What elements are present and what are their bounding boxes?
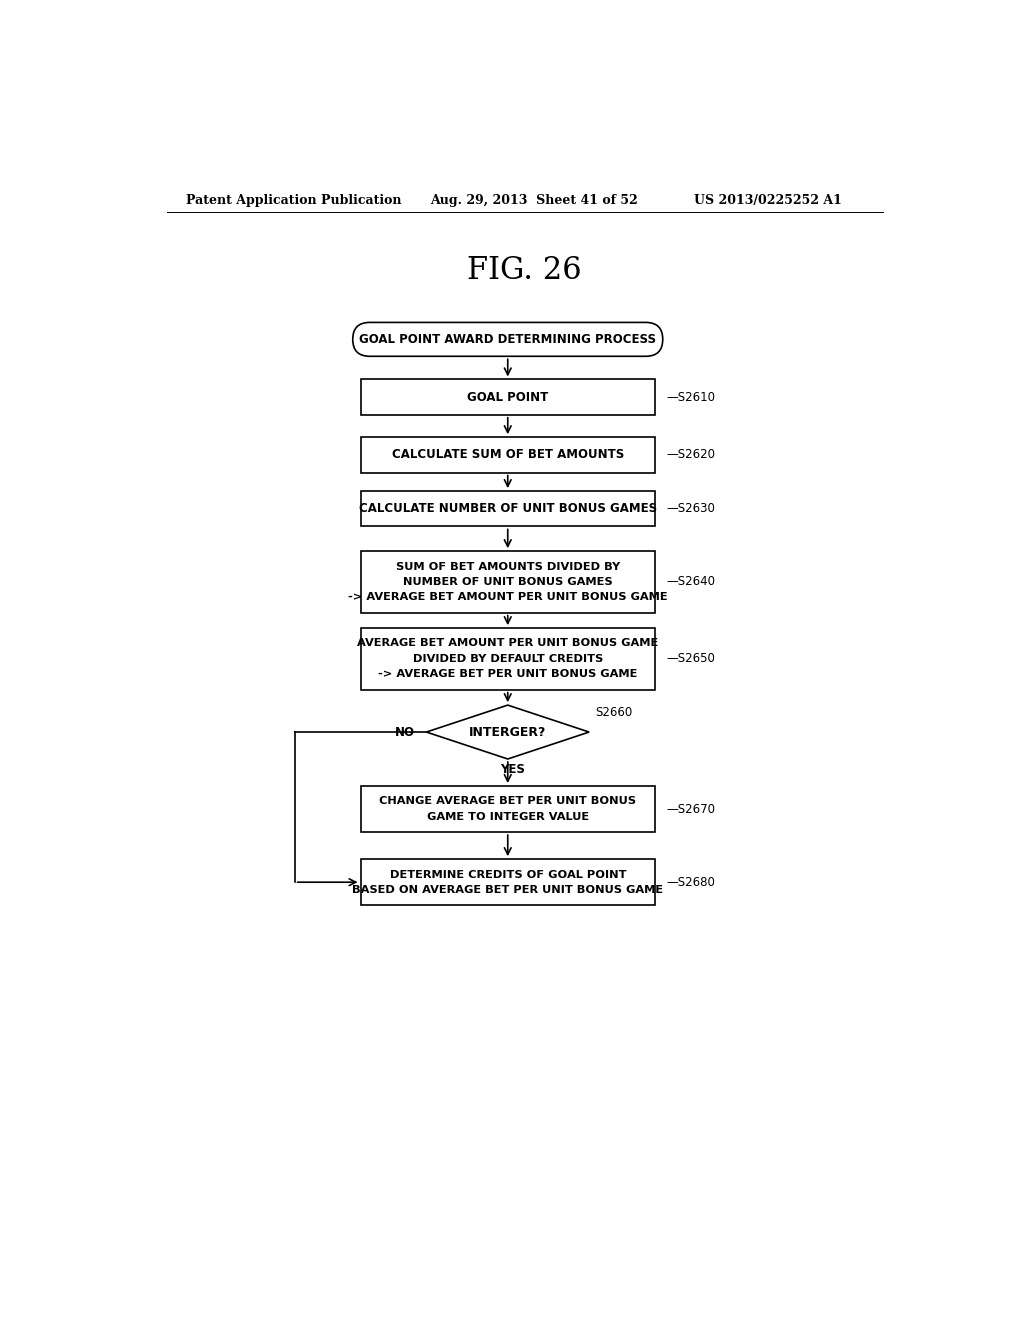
Text: INTERGER?: INTERGER? <box>469 726 547 739</box>
Bar <box>360 628 655 689</box>
Text: CALCULATE SUM OF BET AMOUNTS: CALCULATE SUM OF BET AMOUNTS <box>391 449 624 462</box>
Polygon shape <box>426 705 589 759</box>
Text: US 2013/0225252 A1: US 2013/0225252 A1 <box>693 194 842 207</box>
Text: GAME TO INTEGER VALUE: GAME TO INTEGER VALUE <box>427 812 589 822</box>
Text: —S2680: —S2680 <box>667 875 716 888</box>
Text: YES: YES <box>500 763 525 776</box>
Text: —S2670: —S2670 <box>667 803 716 816</box>
Text: GOAL POINT: GOAL POINT <box>467 391 549 404</box>
Text: DETERMINE CREDITS OF GOAL POINT: DETERMINE CREDITS OF GOAL POINT <box>389 870 626 879</box>
Text: AVERAGE BET AMOUNT PER UNIT BONUS GAME: AVERAGE BET AMOUNT PER UNIT BONUS GAME <box>357 639 658 648</box>
Bar <box>360 491 655 527</box>
Text: Aug. 29, 2013  Sheet 41 of 52: Aug. 29, 2013 Sheet 41 of 52 <box>430 194 638 207</box>
Text: S2660: S2660 <box>595 706 633 719</box>
Text: —S2630: —S2630 <box>667 502 716 515</box>
Text: —S2640: —S2640 <box>667 576 716 589</box>
Text: DIVIDED BY DEFAULT CREDITS: DIVIDED BY DEFAULT CREDITS <box>413 653 603 664</box>
Text: —S2620: —S2620 <box>667 449 716 462</box>
Text: NUMBER OF UNIT BONUS GAMES: NUMBER OF UNIT BONUS GAMES <box>402 577 612 587</box>
Text: -> AVERAGE BET PER UNIT BONUS GAME: -> AVERAGE BET PER UNIT BONUS GAME <box>378 669 637 680</box>
Text: BASED ON AVERAGE BET PER UNIT BONUS GAME: BASED ON AVERAGE BET PER UNIT BONUS GAME <box>352 884 664 895</box>
Text: FIG. 26: FIG. 26 <box>468 255 582 285</box>
Text: GOAL POINT AWARD DETERMINING PROCESS: GOAL POINT AWARD DETERMINING PROCESS <box>359 333 656 346</box>
Bar <box>360 379 655 414</box>
Text: SUM OF BET AMOUNTS DIVIDED BY: SUM OF BET AMOUNTS DIVIDED BY <box>395 561 620 572</box>
Bar <box>360 437 655 473</box>
Text: CALCULATE NUMBER OF UNIT BONUS GAMES: CALCULATE NUMBER OF UNIT BONUS GAMES <box>358 502 656 515</box>
Text: CHANGE AVERAGE BET PER UNIT BONUS: CHANGE AVERAGE BET PER UNIT BONUS <box>379 796 636 807</box>
Text: NO: NO <box>394 726 415 739</box>
Text: Patent Application Publication: Patent Application Publication <box>186 194 401 207</box>
Text: —S2650: —S2650 <box>667 652 716 665</box>
Bar <box>360 859 655 906</box>
Text: —S2610: —S2610 <box>667 391 716 404</box>
Bar <box>360 552 655 612</box>
Text: -> AVERAGE BET AMOUNT PER UNIT BONUS GAME: -> AVERAGE BET AMOUNT PER UNIT BONUS GAM… <box>348 593 668 602</box>
Bar <box>360 785 655 832</box>
FancyBboxPatch shape <box>352 322 663 356</box>
